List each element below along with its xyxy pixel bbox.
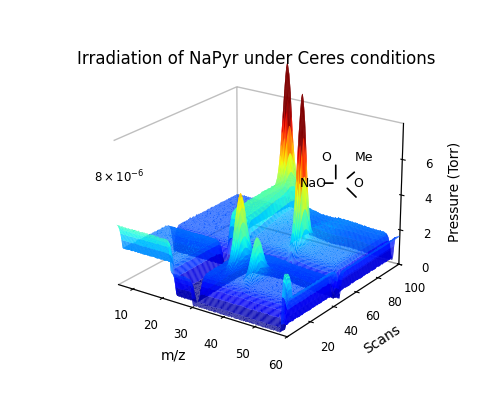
Text: $8\times10^{-6}$: $8\times10^{-6}$ xyxy=(94,169,144,185)
Text: O: O xyxy=(353,177,363,190)
Text: Me: Me xyxy=(355,151,374,164)
Text: O: O xyxy=(322,151,331,164)
Y-axis label: Scans: Scans xyxy=(361,322,403,356)
X-axis label: m/z: m/z xyxy=(161,349,186,363)
Title: Irradiation of NaPyr under Ceres conditions: Irradiation of NaPyr under Ceres conditi… xyxy=(77,50,436,68)
Text: NaO: NaO xyxy=(300,177,327,190)
